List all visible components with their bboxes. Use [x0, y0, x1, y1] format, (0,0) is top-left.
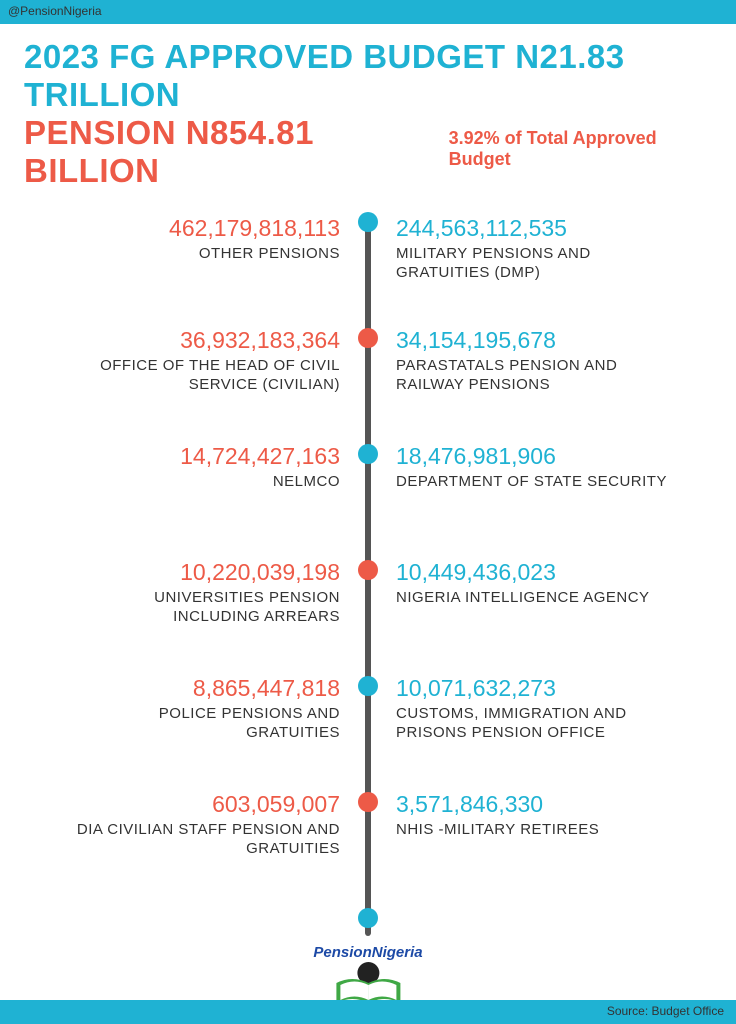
timeline-dot — [358, 908, 378, 928]
entry-value: 14,724,427,163 — [68, 444, 340, 469]
header: 2023 FG APPROVED BUDGET N21.83 TRILLION … — [0, 24, 736, 198]
title-line-2-row: PENSION N854.81 BILLION 3.92% of Total A… — [24, 114, 712, 190]
timeline-entry: 10,449,436,023 NIGERIA INTELLIGENCE AGENC… — [368, 560, 668, 608]
entry-label: OTHER PENSIONS — [68, 245, 340, 264]
entry-label: MILITARY PENSIONS AND GRATUITIES (DMP) — [396, 245, 668, 283]
entry-label: POLICE PENSIONS AND GRATUITIES — [68, 705, 340, 743]
title-line-2: PENSION N854.81 BILLION — [24, 114, 441, 190]
timeline-entry: 14,724,427,163 NELMCO — [68, 444, 368, 492]
entry-value: 8,865,447,818 — [68, 676, 340, 701]
top-bar: @PensionNigeria — [0, 0, 736, 24]
title-line-1: 2023 FG APPROVED BUDGET N21.83 TRILLION — [24, 38, 712, 114]
entry-value: 10,071,632,273 — [396, 676, 668, 701]
entry-label: PARASTATALS PENSION AND RAILWAY PENSIONS — [396, 357, 668, 395]
entry-value: 10,449,436,023 — [396, 560, 668, 585]
source-text: Source: Budget Office — [607, 1004, 724, 1018]
entry-label: NELMCO — [68, 473, 340, 492]
entry-value: 36,932,183,364 — [68, 328, 340, 353]
entry-label: DEPARTMENT OF STATE SECURITY — [396, 473, 668, 492]
entry-value: 10,220,039,198 — [68, 560, 340, 585]
bottom-bar: Source: Budget Office — [0, 1000, 736, 1024]
timeline-entry: 462,179,818,113 OTHER PENSIONS — [68, 216, 368, 264]
timeline: PensionNigeria 462,179,818,113 OTHER PENS… — [28, 216, 708, 976]
brand-handle: @PensionNigeria — [8, 4, 102, 18]
entry-label: UNIVERSITIES PENSION INCLUDING ARREARS — [68, 589, 340, 627]
timeline-entry: 36,932,183,364 OFFICE OF THE HEAD OF CIVI… — [68, 328, 368, 395]
entry-label: NIGERIA INTELLIGENCE AGENCY — [396, 589, 668, 608]
timeline-entry: 3,571,846,330 NHIS -MILITARY RETIREES — [368, 792, 668, 840]
entry-label: NHIS -MILITARY RETIREES — [396, 821, 668, 840]
timeline-entry: 244,563,112,535 MILITARY PENSIONS AND GRA… — [368, 216, 668, 283]
timeline-entry: 18,476,981,906 DEPARTMENT OF STATE SECURI… — [368, 444, 668, 492]
entry-value: 34,154,195,678 — [396, 328, 668, 353]
entry-value: 462,179,818,113 — [68, 216, 340, 241]
timeline-entry: 8,865,447,818 POLICE PENSIONS AND GRATUIT… — [68, 676, 368, 743]
entry-value: 244,563,112,535 — [396, 216, 668, 241]
entry-value: 18,476,981,906 — [396, 444, 668, 469]
subtitle: 3.92% of Total Approved Budget — [449, 128, 712, 170]
timeline-entry: 603,059,007 DIA CIVILIAN STAFF PENSION AN… — [68, 792, 368, 859]
timeline-entry: 10,071,632,273 CUSTOMS, IMMIGRATION AND P… — [368, 676, 668, 743]
entry-label: DIA CIVILIAN STAFF PENSION AND GRATUITIE… — [68, 821, 340, 859]
entry-label: OFFICE OF THE HEAD OF CIVIL SERVICE (CIV… — [68, 357, 340, 395]
timeline-entry: 10,220,039,198 UNIVERSITIES PENSION INCLU… — [68, 560, 368, 627]
entry-value: 3,571,846,330 — [396, 792, 668, 817]
logo-text: PensionNigeria — [313, 944, 422, 961]
entry-label: CUSTOMS, IMMIGRATION AND PRISONS PENSION… — [396, 705, 668, 743]
entry-value: 603,059,007 — [68, 792, 340, 817]
timeline-entry: 34,154,195,678 PARASTATALS PENSION AND RA… — [368, 328, 668, 395]
